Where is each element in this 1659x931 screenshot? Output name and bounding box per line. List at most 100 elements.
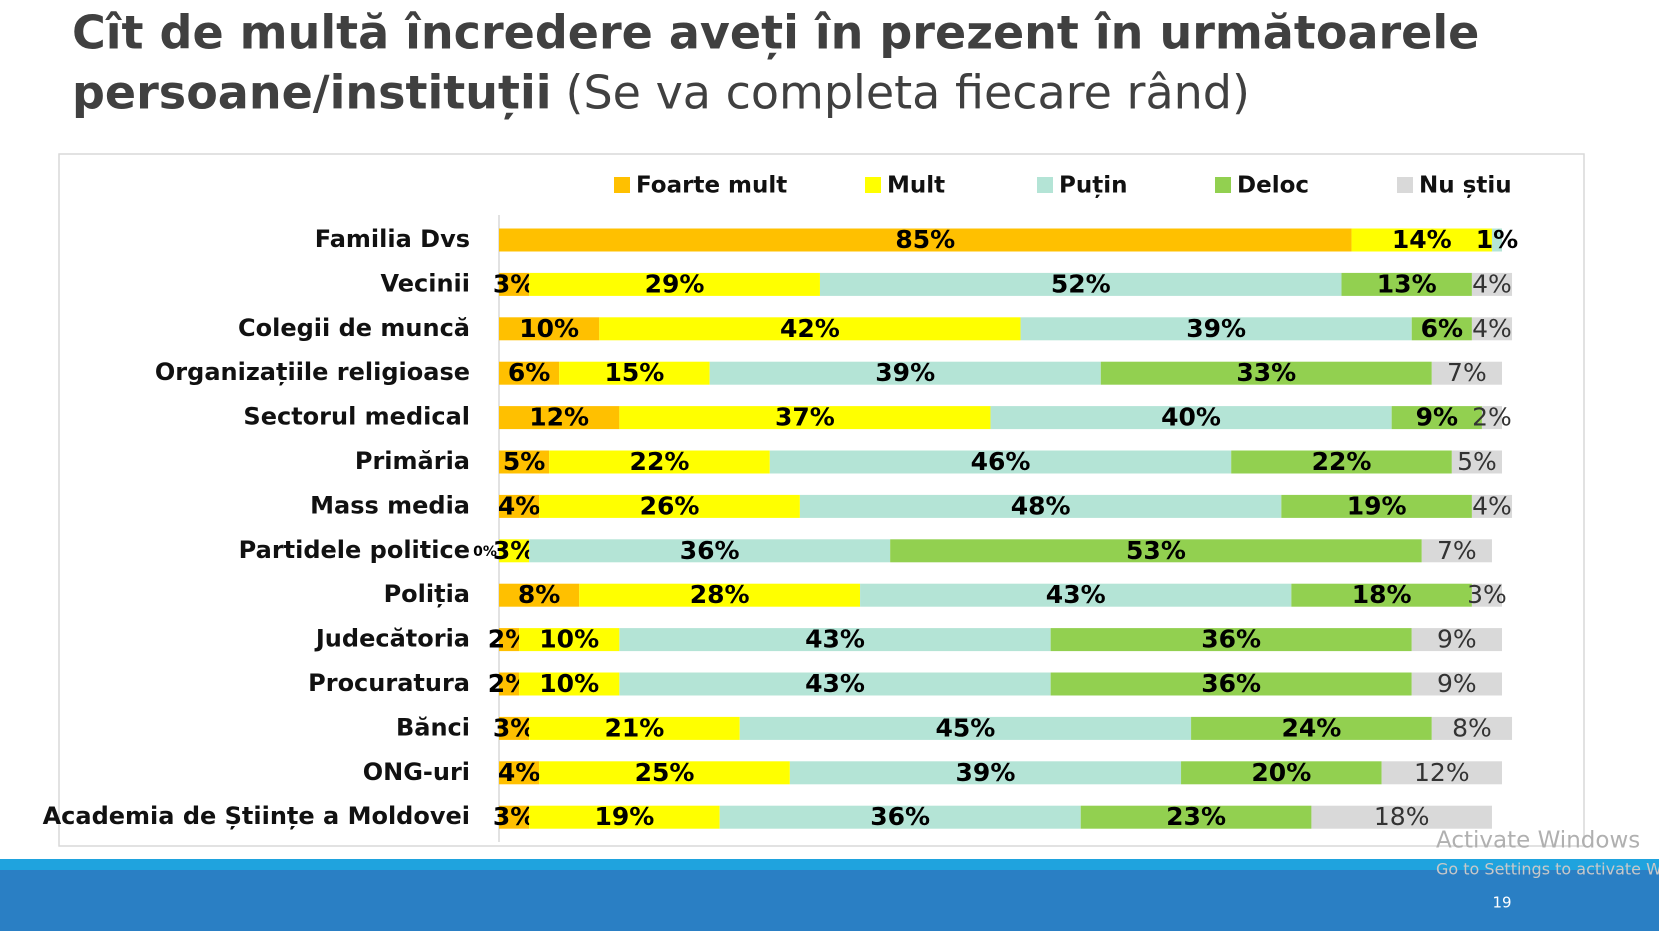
category-label: Judecătoria [314,625,470,653]
data-label: 36% [680,536,740,565]
category-label: Partidele politice [239,536,470,564]
bar-segment [1351,228,1492,252]
data-label: 9% [1437,625,1477,654]
data-label: 3% [493,269,535,298]
data-label: 20% [1251,758,1311,787]
data-label: 29% [645,269,705,298]
bar-segment [519,672,620,696]
data-label: 10% [519,314,579,343]
data-label: 18% [1352,580,1412,609]
legend-label: Deloc [1237,173,1309,199]
data-label: 19% [594,802,654,831]
bar-segment [709,361,1101,385]
watermark: Go to Settings to activate Windows. [1436,860,1659,879]
data-label: 48% [1011,491,1071,520]
data-label: 52% [1051,269,1111,298]
data-label: 8% [518,580,560,609]
bar-segment [860,583,1292,607]
category-label: Sectorul medical [243,403,470,431]
bar-segment [1471,494,1513,518]
chart-title: persoane/instituții [72,66,552,120]
bar-segment [499,539,530,563]
bar-segment [1100,361,1432,385]
bar-segment [1471,272,1513,296]
data-label: 28% [690,580,750,609]
data-label: 9% [1437,669,1477,698]
data-label: 5% [1457,447,1497,476]
bar-segment [1431,361,1502,385]
bar-segment [539,494,800,518]
bar-segment [599,317,1021,341]
data-label: 4% [498,491,540,520]
bar-segment [789,761,1182,785]
bar-segment [1311,805,1492,829]
data-label: 36% [870,802,930,831]
bar-segment [1471,583,1502,607]
bar-segment [529,716,740,740]
bar-segment [1491,228,1502,252]
category-label: Familia Dvs [315,225,470,253]
category-label: Mass media [310,491,470,519]
legend-label: Mult [887,173,945,199]
bar-segment [1231,450,1452,474]
data-label: 10% [539,625,599,654]
bar-segment [1191,716,1432,740]
data-label: 25% [635,758,695,787]
data-label: 2% [1472,403,1512,432]
data-label: 26% [640,491,700,520]
bar-segment [1050,628,1412,652]
bar-segment [990,406,1392,430]
category-label: Procuratura [308,669,470,697]
data-label: 22% [1312,447,1372,476]
bar-segment [1381,761,1502,785]
data-label: 0% [473,544,497,560]
data-label: 3% [1467,580,1507,609]
legend-swatch [1397,177,1413,193]
data-label: 10% [539,669,599,698]
legend-label: Puțin [1059,173,1127,199]
data-label: 43% [1046,580,1106,609]
data-label: 53% [1126,536,1186,565]
bar-segment [1431,716,1513,740]
data-label: 5% [503,447,545,476]
bar-segment [1291,583,1472,607]
category-label: Academia de Științe a Moldovei [43,802,470,830]
bar-segment [1080,805,1312,829]
data-label: 36% [1201,625,1261,654]
data-label: 12% [529,403,589,432]
bar-segment [539,761,790,785]
data-label: 6% [1421,314,1463,343]
data-label: 12% [1414,758,1470,787]
data-label: 45% [935,713,995,742]
bar-segment [499,583,580,607]
data-label: 19% [1347,491,1407,520]
data-label: 85% [895,225,955,254]
data-label: 3% [493,802,535,831]
slide-number: 19 [1492,894,1511,912]
bar-segment [549,450,770,474]
watermark: Activate Windows [1436,828,1640,854]
bar-segment [1281,494,1472,518]
bar-segment [529,539,891,563]
data-label: 24% [1282,713,1342,742]
bar-segment [499,228,1352,252]
legend-swatch [865,177,881,193]
data-label: 9% [1416,403,1458,432]
data-label: 4% [1472,314,1512,343]
bar-segment [499,317,600,341]
bar-segment [769,450,1232,474]
data-label: 4% [1472,491,1512,520]
legend-swatch [614,177,630,193]
data-label: 21% [604,713,664,742]
bar-segment [579,583,861,607]
bar-segment [1020,317,1412,341]
bar-segment [529,272,820,296]
bar-segment [1451,450,1502,474]
bar-segment [1411,317,1472,341]
bar-segment [619,672,1051,696]
data-label: 3% [493,536,535,565]
bar-segment [1181,761,1382,785]
chart-title: Cît de multă încredere aveți în prezent … [72,6,1479,60]
bar-segment [1391,406,1482,430]
